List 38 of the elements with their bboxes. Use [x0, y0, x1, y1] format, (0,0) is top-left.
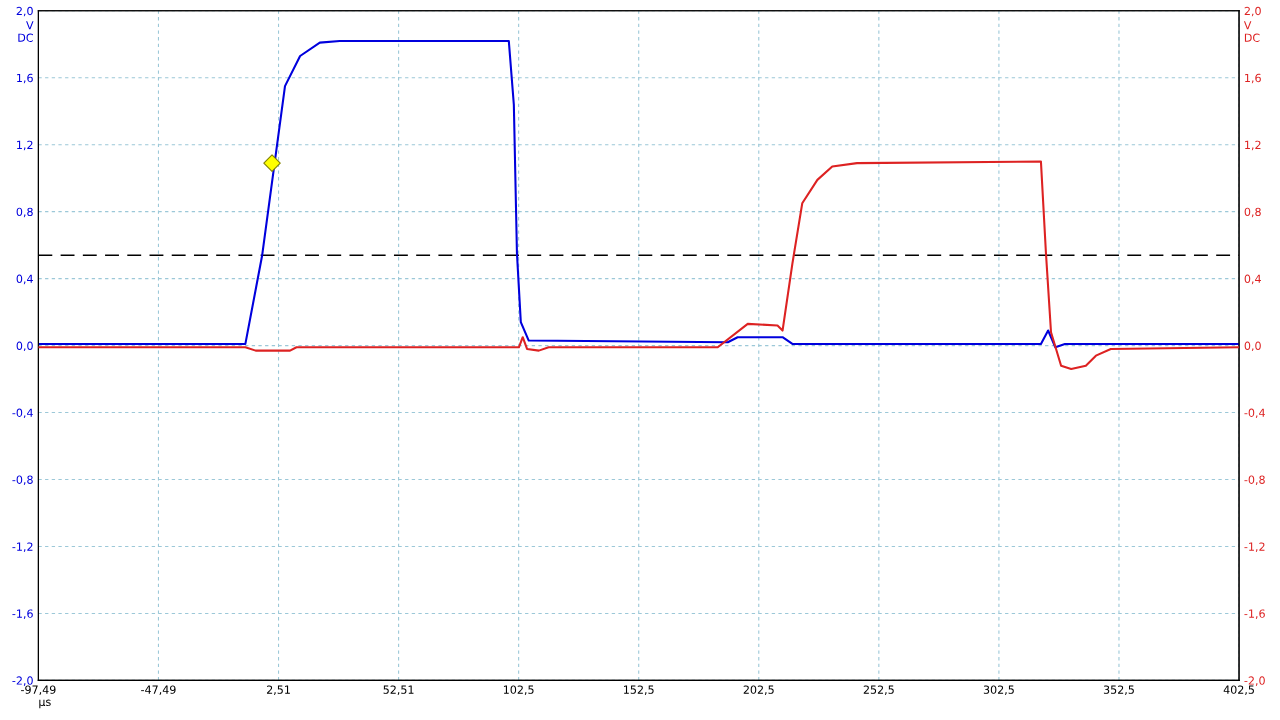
x-tick-label: 102,5	[503, 685, 534, 695]
x-tick-label: 202,5	[743, 685, 774, 695]
y-tick-label: 1,2	[17, 140, 33, 151]
y2-tick-label: -1,6	[1244, 609, 1265, 619]
y2-tick-label: 1,6	[1245, 73, 1261, 84]
y2-tick-label: -1,2	[1244, 542, 1265, 552]
y-axis-title: V DC	[18, 21, 34, 42]
x-tick-label: -97,49	[21, 685, 56, 695]
y-tick-label: 1,6	[17, 73, 33, 84]
x-tick-label: 352,5	[1103, 685, 1134, 695]
y2-tick-label: 1,2	[1245, 140, 1261, 151]
y-tick-label: -0,8	[12, 475, 33, 486]
y2-tick-label: 0,4	[1244, 274, 1261, 285]
y-tick-label: 0,4	[16, 274, 33, 285]
y-tick-label: 2,0	[16, 6, 33, 17]
y2-tick-label: 2,0	[1244, 6, 1261, 17]
y2-axis-title: V DC	[1243, 21, 1260, 42]
x-tick-label: 2,51	[266, 685, 290, 695]
y-tick-label: -1,6	[12, 609, 33, 619]
x-axis-title: µs	[39, 699, 51, 709]
x-tick-label: -47,49	[141, 685, 176, 695]
y-tick-label: 0,0	[16, 341, 33, 352]
x-tick-label: 252,5	[863, 685, 894, 695]
line-series	[38, 160, 1240, 371]
x-tick-label: 52,51	[383, 685, 414, 695]
y-tick-label: -1,2	[12, 542, 33, 552]
y-tick-label: 0,8	[16, 207, 33, 218]
y2-tick-label: -0,4	[1244, 408, 1265, 419]
y2-tick-label: 0,8	[1244, 207, 1261, 218]
y2-tick-label: -0,8	[1244, 475, 1265, 486]
line-series	[38, 39, 1240, 349]
x-tick-label: 302,5	[983, 685, 1014, 695]
x-tick-label: 152,5	[624, 685, 654, 695]
y2-tick-label: -2,0	[1244, 676, 1265, 686]
y-tick-label: -2,0	[12, 676, 33, 686]
y-tick-label: -0,4	[12, 408, 33, 419]
x-tick-label: 402,5	[1223, 685, 1254, 695]
y2-tick-label: 0,0	[1244, 341, 1261, 352]
